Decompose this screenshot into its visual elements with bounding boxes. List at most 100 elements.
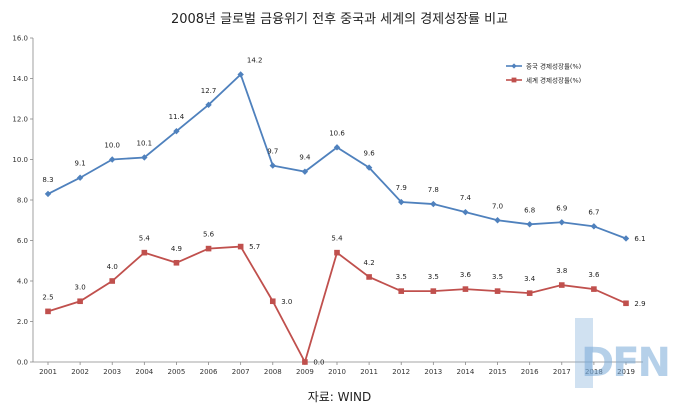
- data-point: [590, 223, 598, 230]
- data-label: 6.8: [524, 206, 535, 214]
- data-point: [77, 298, 83, 305]
- source-note: 자료: WIND: [307, 390, 372, 404]
- data-label: 7.9: [396, 184, 407, 192]
- data-label: 10.1: [137, 139, 153, 147]
- chart-title: 2008년 글로벌 금융위기 전후 중국과 세계의 경제성장률 비교: [170, 12, 509, 27]
- data-label: 10.6: [329, 129, 345, 137]
- y-tick-label: 16.0: [12, 35, 28, 43]
- y-tick-label: 12.0: [12, 116, 28, 124]
- data-label: 12.7: [201, 87, 217, 95]
- data-point: [430, 288, 437, 294]
- y-tick-label: 6.0: [17, 237, 28, 245]
- legend-marker: [511, 63, 517, 69]
- data-label: 5.7: [249, 243, 260, 251]
- data-label: 2.5: [42, 293, 53, 301]
- series-line: [47, 245, 627, 365]
- data-point: [558, 282, 565, 288]
- data-point: [462, 286, 469, 292]
- x-tick-label: 2005: [168, 368, 186, 376]
- data-point: [76, 174, 84, 181]
- dfn-watermark-logo: DFN: [575, 318, 671, 398]
- x-tick-label: 2007: [232, 368, 250, 376]
- data-label: 3.5: [396, 273, 407, 281]
- data-label: 8.3: [42, 176, 53, 184]
- data-label: 3.5: [492, 273, 503, 281]
- data-point: [237, 243, 244, 250]
- y-tick-label: 10.0: [12, 156, 28, 164]
- series-layer: 8.3 9.1 10.0 10.1 11.4 12.7 14.2 9.7 9.4 10.6 9.6 7…: [42, 56, 645, 366]
- x-tick-label: 2012: [392, 368, 410, 376]
- data-point: [45, 308, 51, 315]
- y-tick-label: 0.0: [17, 359, 28, 367]
- x-tick-label: 2008: [264, 368, 282, 376]
- data-label: 9.1: [75, 160, 86, 168]
- y-tick-label: 8.0: [17, 197, 28, 205]
- data-point: [398, 288, 405, 294]
- x-tick-label: 2010: [328, 368, 346, 376]
- data-point: [623, 300, 629, 307]
- data-point: [365, 164, 373, 171]
- data-point: [237, 71, 244, 78]
- data-label: 7.8: [428, 186, 439, 194]
- series-china: 8.3 9.1 10.0 10.1 11.4 12.7 14.2 9.7 9.4 10.6 9.6 7…: [42, 56, 645, 243]
- watermark-text: DFN: [581, 340, 671, 386]
- data-point: [301, 168, 309, 175]
- data-point: [205, 101, 212, 109]
- data-point: [526, 290, 533, 296]
- data-point: [109, 278, 116, 284]
- x-tick-label: 2009: [296, 368, 314, 376]
- data-point: [366, 274, 372, 280]
- data-point: [591, 286, 597, 292]
- data-point: [526, 221, 533, 228]
- data-label: 9.6: [364, 150, 376, 158]
- legend-label: 중국 경제성장률(%): [526, 62, 581, 71]
- watermark-bar: [575, 318, 593, 388]
- legend-marker: [511, 77, 517, 83]
- data-label: 4.9: [171, 245, 182, 253]
- x-tick-label: 2013: [424, 368, 442, 376]
- series-world: 2.5 3.0 4.0 5.4 4.9 5.6 5.7 3.0 0.0 5.4 4.2 3.5 3.5 3…: [42, 231, 645, 367]
- y-tick-label: 4.0: [17, 278, 28, 286]
- data-point: [494, 288, 501, 294]
- data-point: [173, 127, 180, 135]
- data-point: [494, 217, 501, 224]
- data-label: 3.0: [75, 283, 86, 291]
- data-label: 3.5: [428, 273, 439, 281]
- data-label: 9.4: [299, 154, 311, 162]
- x-tick-label: 2019: [617, 368, 635, 376]
- x-tick-label: 2011: [360, 368, 378, 376]
- y-tick-label: 2.0: [17, 318, 28, 326]
- data-point: [430, 200, 437, 208]
- data-label: 0.0: [313, 359, 324, 367]
- data-label: 4.0: [107, 263, 118, 271]
- data-label: 10.0: [104, 142, 120, 150]
- data-label: 5.4: [139, 235, 151, 243]
- data-point: [462, 208, 469, 216]
- x-tick-label: 2016: [521, 368, 539, 376]
- data-label: 11.4: [169, 113, 185, 121]
- x-tick-label: 2003: [103, 368, 121, 376]
- data-point: [333, 144, 341, 151]
- data-label: 9.7: [267, 148, 278, 156]
- data-label: 6.1: [634, 235, 645, 243]
- x-tick-label: 2002: [71, 368, 89, 376]
- data-point: [269, 162, 276, 169]
- data-point: [141, 154, 148, 161]
- x-tick-label: 2001: [39, 368, 57, 376]
- data-point: [141, 249, 148, 256]
- series-line: [47, 72, 627, 240]
- data-label: 3.6: [460, 271, 472, 279]
- legend: 중국 경제성장률(%) 세계 경제성장률(%): [506, 62, 581, 85]
- x-tick-label: 2006: [200, 368, 218, 376]
- data-point: [558, 219, 565, 226]
- data-label: 6.7: [588, 208, 599, 216]
- data-point: [109, 156, 116, 163]
- data-label: 14.2: [247, 56, 263, 64]
- data-label: 5.6: [203, 231, 215, 239]
- data-label: 7.4: [460, 194, 472, 202]
- data-label: 3.8: [556, 267, 567, 275]
- x-tick-label: 2014: [457, 368, 475, 376]
- data-point: [334, 249, 340, 256]
